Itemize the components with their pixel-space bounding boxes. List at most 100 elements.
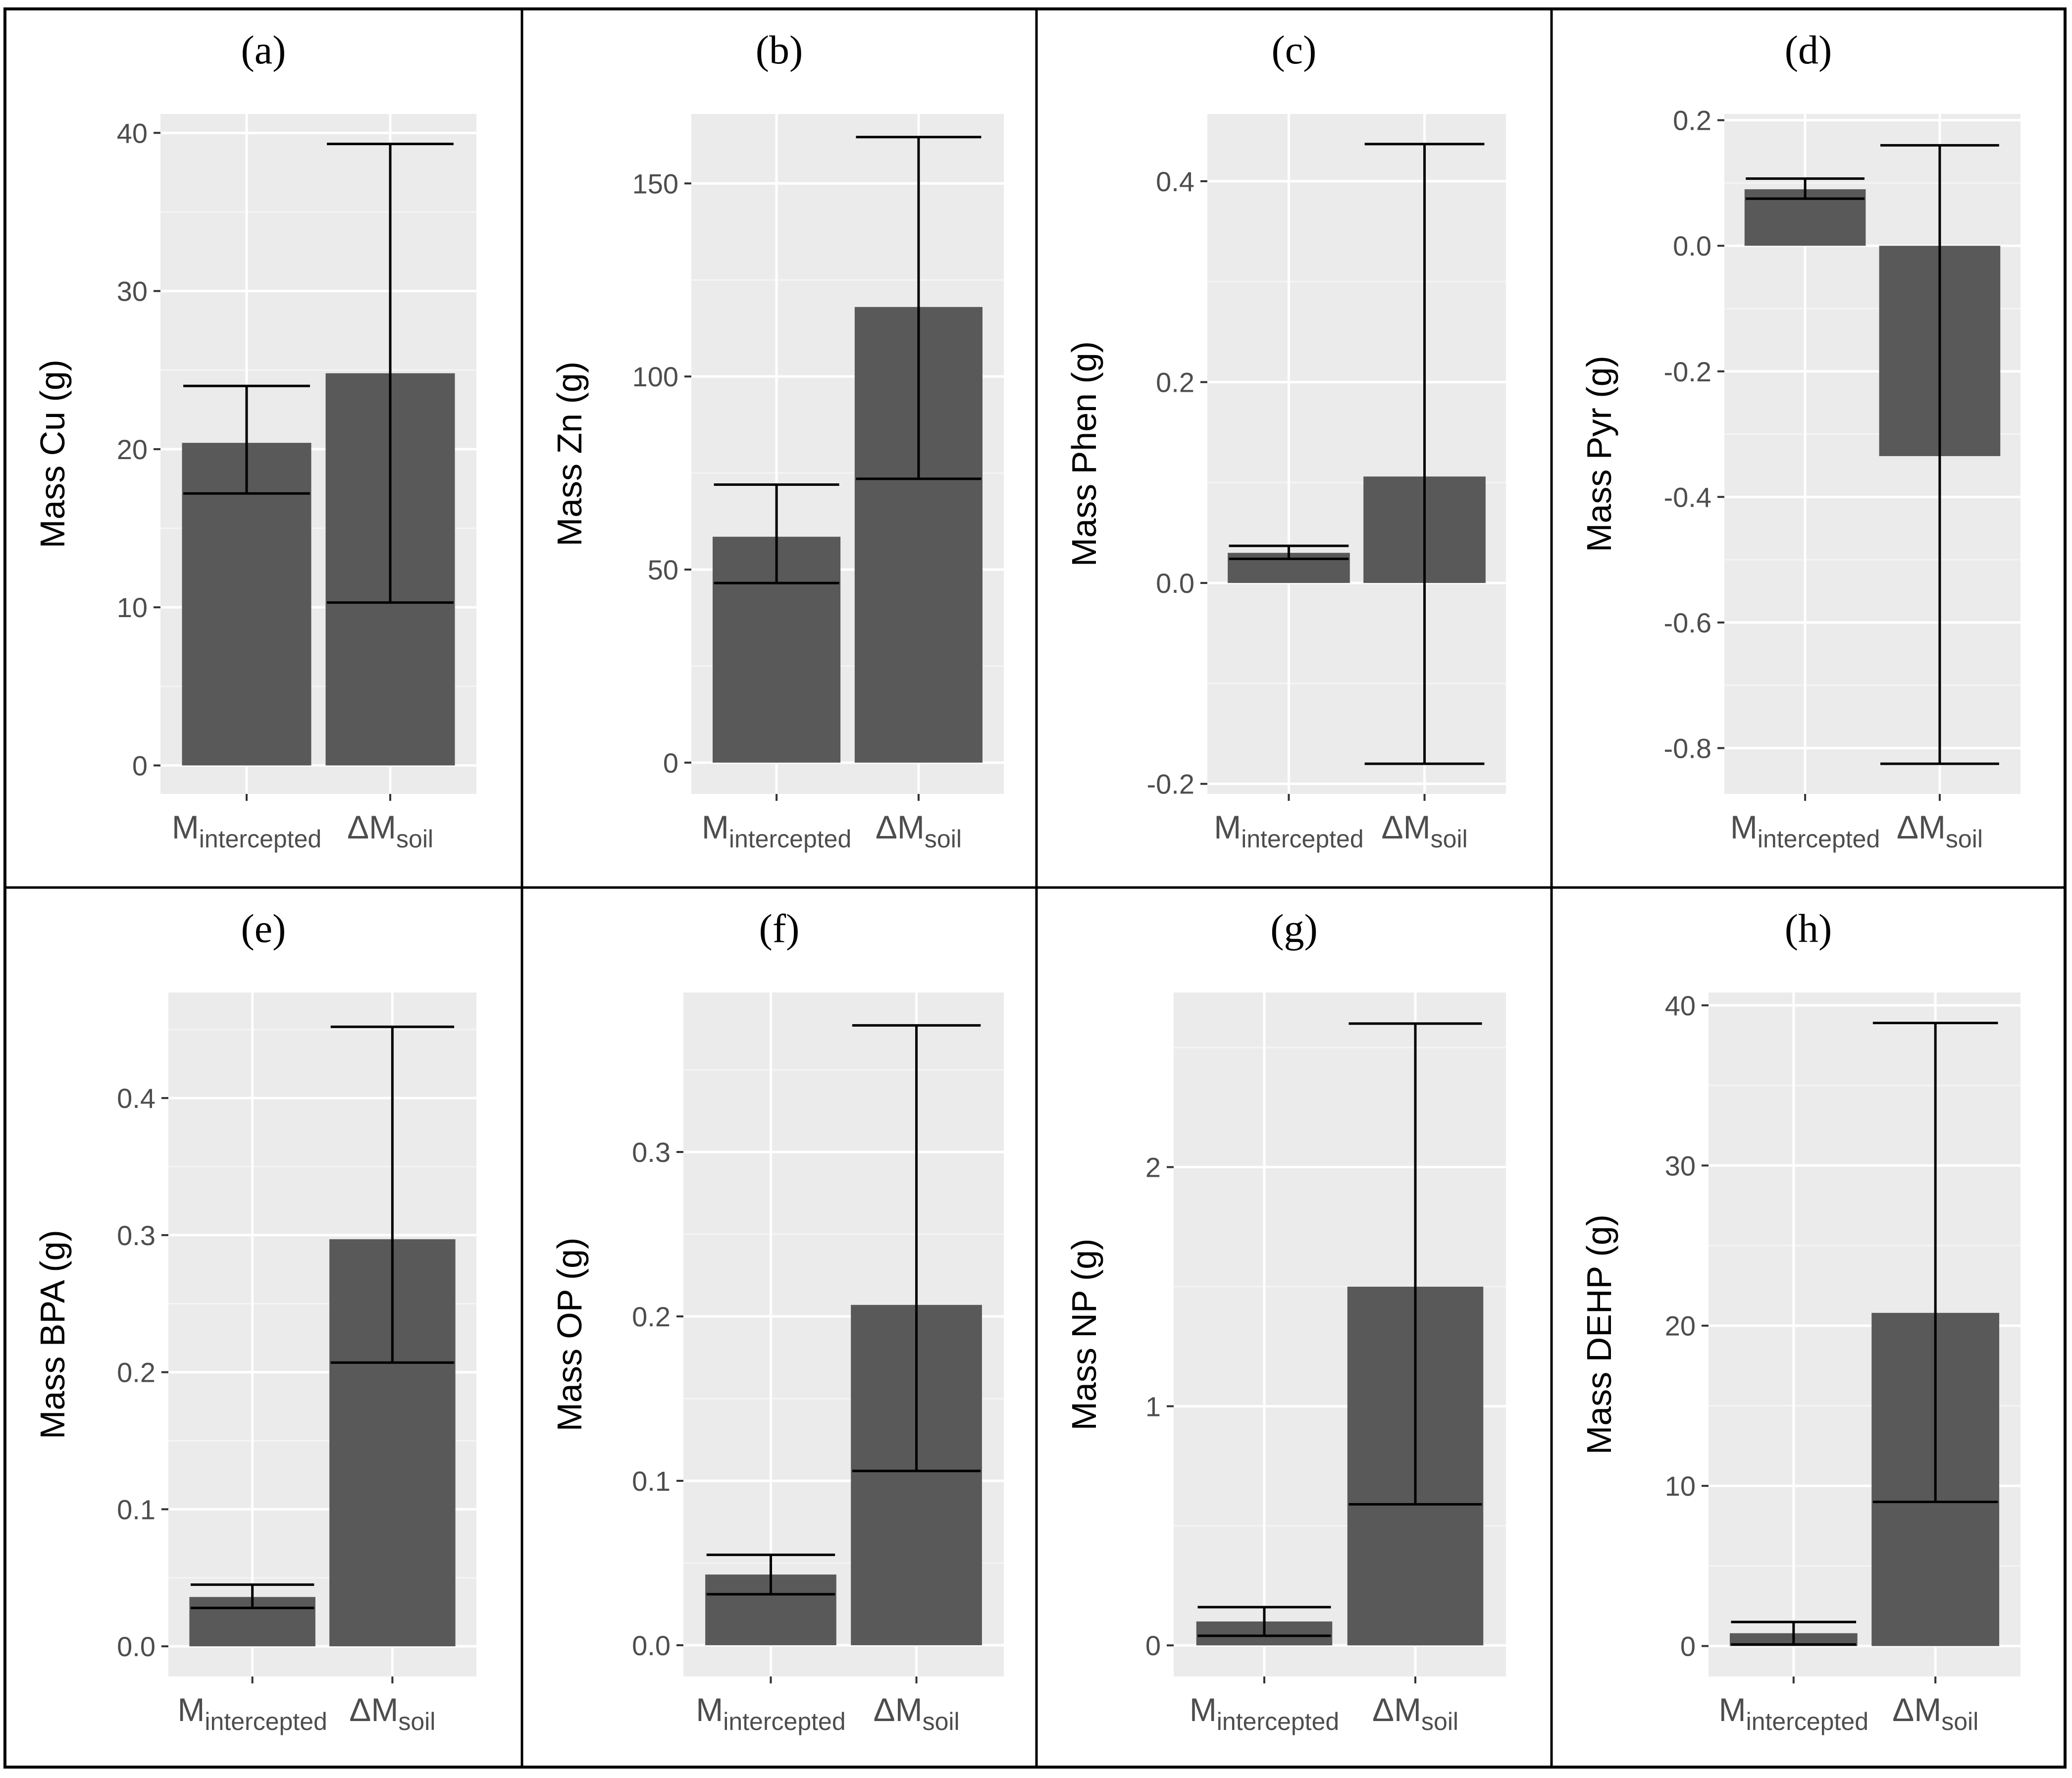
x-label-subscript: soil [923, 1708, 960, 1735]
x-label-m-intercepted: Mintercepted [702, 809, 851, 853]
y-tick-label: 20 [1665, 1310, 1696, 1342]
panel-label: (a) [241, 27, 286, 72]
panel-a: (a) 0 10 20 30 40 Mintercepted ΔMsoil Mass Cu (g… [33, 27, 476, 853]
x-label-delta-m-soil: ΔMsoil [1372, 1691, 1458, 1735]
x-label-main: ΔM [1372, 1691, 1421, 1728]
x-label-m-intercepted: Mintercepted [696, 1691, 845, 1735]
x-label-main: ΔM [873, 1691, 922, 1728]
plot-background [1207, 114, 1506, 794]
y-tick-label: 1 [1145, 1391, 1161, 1422]
errorbar-delta-m-soil [852, 1024, 981, 1472]
x-label-delta-m-soil: ΔMsoil [349, 1691, 435, 1735]
y-tick-label: 20 [117, 434, 148, 465]
y-tick-label: -0.2 [1664, 356, 1712, 387]
x-label-main: M [1214, 809, 1241, 845]
x-label-delta-m-soil: ΔMsoil [347, 809, 433, 853]
y-tick-label: 150 [632, 168, 678, 199]
y-tick-label: 0.0 [632, 1630, 671, 1661]
y-tick-label: 100 [632, 361, 678, 392]
x-label-subscript: intercepted [729, 825, 851, 853]
errorbar-m-intercepted [714, 483, 839, 584]
y-tick-label: -0.4 [1664, 481, 1712, 513]
x-label-subscript: intercepted [1746, 1708, 1868, 1735]
panel-b: (b) 0 50 100 150 Mintercepted ΔMsoil Mass Zn (g… [550, 27, 1004, 853]
x-label-m-intercepted: Mintercepted [1190, 1691, 1339, 1735]
x-label-main: M [702, 809, 729, 845]
x-label-main: ΔM [347, 809, 396, 845]
y-tick-label: 0 [663, 747, 678, 779]
x-label-subscript: soil [1946, 825, 1983, 853]
y-tick-label: 10 [1665, 1470, 1696, 1502]
y-tick-label: -0.2 [1147, 769, 1195, 800]
errorbar-m-intercepted [1197, 1606, 1331, 1637]
panel-label: (c) [1271, 27, 1316, 72]
y-tick-label: 0.2 [1156, 366, 1194, 398]
x-label-main: M [1730, 809, 1758, 845]
y-tick-label: 0.3 [632, 1137, 671, 1168]
y-axis-title: Mass BPA (g) [33, 1230, 72, 1439]
x-label-subscript: soil [396, 825, 433, 853]
panel-label: (g) [1270, 906, 1318, 951]
x-label-main: ΔM [1897, 809, 1946, 845]
y-tick-label: 0 [1145, 1630, 1161, 1661]
x-label-m-intercepted: Mintercepted [177, 1691, 327, 1735]
y-axis-title: Mass Pyr (g) [1580, 356, 1618, 552]
panel-label: (d) [1785, 27, 1832, 72]
errorbar-m-intercepted [706, 1553, 835, 1596]
x-label-subscript: intercepted [1758, 825, 1880, 853]
x-label-main: ΔM [876, 809, 925, 845]
x-label-main: M [177, 1691, 205, 1728]
errorbar-delta-m-soil [1348, 1022, 1482, 1506]
x-label-m-intercepted: Mintercepted [1214, 809, 1363, 853]
errorbar-delta-m-soil [330, 1025, 455, 1364]
x-label-main: ΔM [1381, 809, 1430, 845]
panel-grid-frame [3, 7, 2067, 1769]
errorbar-delta-m-soil [1872, 1021, 1998, 1503]
x-label-m-intercepted: Mintercepted [1719, 1691, 1868, 1735]
y-axis-title: Mass Cu (g) [33, 360, 72, 548]
y-tick-label: 0.0 [1673, 230, 1711, 261]
y-tick-label: 0.0 [117, 1631, 155, 1662]
errorbar-m-intercepted [1731, 1621, 1857, 1646]
y-tick-label: 0.2 [632, 1301, 671, 1332]
x-label-delta-m-soil: ΔMsoil [873, 1691, 959, 1735]
y-axis-title: Mass OP (g) [550, 1238, 589, 1432]
x-label-subscript: soil [398, 1708, 435, 1735]
y-tick-label: 0.4 [1156, 166, 1194, 197]
panel-label: (f) [759, 906, 800, 951]
x-label-subscript: intercepted [1217, 1708, 1339, 1735]
errorbar-m-intercepted [183, 384, 310, 495]
x-label-main: M [1719, 1691, 1746, 1728]
errorbar-m-intercepted [1746, 177, 1865, 200]
y-tick-label: 0.4 [117, 1083, 155, 1114]
panel-label: (h) [1785, 906, 1832, 951]
x-label-delta-m-soil: ΔMsoil [1892, 1691, 1978, 1735]
y-tick-label: -0.8 [1664, 732, 1712, 764]
y-tick-label: 0 [132, 750, 148, 782]
x-label-subscript: soil [1421, 1708, 1458, 1735]
x-label-main: M [172, 809, 199, 845]
y-tick-label: 40 [1665, 990, 1696, 1021]
x-label-m-intercepted: Mintercepted [1730, 809, 1880, 853]
errorbar-delta-m-soil [327, 143, 454, 604]
y-tick-label: 0.2 [117, 1357, 155, 1388]
y-tick-label: 0.2 [1673, 105, 1711, 136]
y-tick-label: 0.3 [117, 1220, 155, 1251]
y-tick-label: 0.1 [632, 1465, 671, 1497]
x-label-subscript: soil [925, 825, 962, 853]
errorbar-delta-m-soil [1364, 143, 1485, 765]
y-tick-label: 30 [117, 276, 148, 307]
x-label-subscript: soil [1941, 1708, 1978, 1735]
y-axis-title: Mass Zn (g) [550, 362, 589, 546]
y-tick-label: 30 [1665, 1150, 1696, 1181]
x-label-main: M [1190, 1691, 1217, 1728]
errorbar-m-intercepted [190, 1583, 314, 1610]
x-label-main: M [696, 1691, 723, 1728]
errorbar-delta-m-soil [1880, 144, 1999, 765]
x-label-main: ΔM [1892, 1691, 1941, 1728]
x-label-subscript: intercepted [1241, 825, 1363, 853]
y-axis-title: Mass Phen (g) [1065, 341, 1103, 567]
y-tick-label: 50 [648, 554, 678, 585]
y-tick-label: 0.1 [117, 1494, 155, 1525]
